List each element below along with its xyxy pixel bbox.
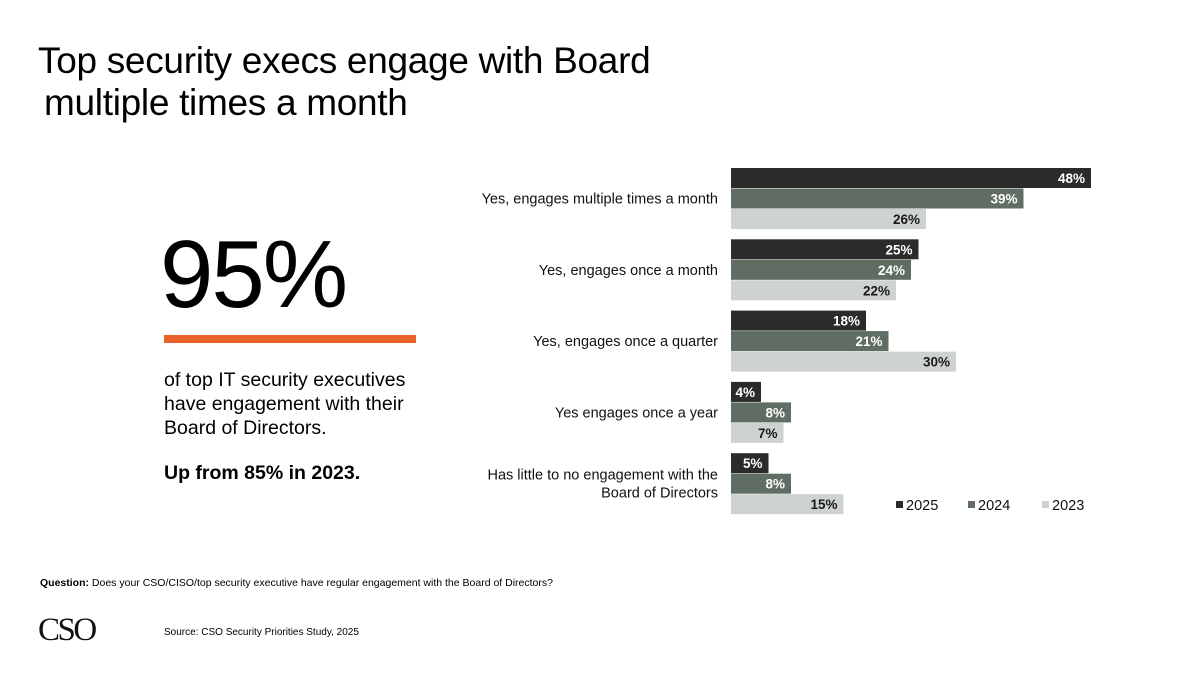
data-label: 21%: [855, 334, 882, 349]
bar-2025-5: [731, 453, 769, 474]
bar-2025-1: [731, 168, 1091, 188]
cso-logo: CSO: [38, 612, 97, 648]
bar-2023-3: [731, 351, 956, 372]
data-label: 5%: [743, 456, 763, 471]
data-label: 4%: [735, 385, 755, 400]
bar-2024-3: [731, 331, 889, 352]
data-label: 22%: [863, 283, 890, 298]
data-label: 8%: [765, 405, 785, 420]
data-label: 8%: [765, 477, 785, 492]
survey-question: Question: Does your CSO/CISO/top securit…: [40, 577, 553, 589]
bar-2023-1: [731, 209, 926, 229]
bar-2024-5: [731, 473, 791, 494]
data-label: 18%: [833, 314, 860, 329]
title-line-1: Top security execs engage with Board: [38, 40, 651, 81]
legend-swatch-2025: [896, 501, 903, 508]
category-label: Yes, engages multiple times a month: [482, 192, 718, 208]
legend-label-2023: 2023: [1052, 498, 1084, 514]
data-label: 39%: [990, 192, 1017, 207]
title-line-2: multiple times a month: [44, 82, 408, 123]
bar-2024-1: [731, 188, 1024, 209]
category-label: Yes, engages once a quarter: [533, 334, 718, 350]
data-label: 48%: [1058, 171, 1085, 186]
stat-description: of top IT security executives have engag…: [164, 369, 406, 439]
question-text: Does your CSO/CISO/top security executiv…: [91, 577, 553, 589]
category-label: Has little to no engagement with the: [487, 468, 718, 484]
bar-2023-4: [731, 422, 784, 443]
bar-2025-4: [731, 381, 761, 402]
headline-stat: 95%: [160, 221, 348, 328]
data-label: 25%: [885, 242, 912, 257]
bar-2024-4: [731, 402, 791, 423]
legend-label-2024: 2024: [978, 498, 1010, 514]
data-label: 30%: [923, 355, 950, 370]
category-label: Board of Directors: [601, 486, 718, 502]
bar-2025-3: [731, 310, 866, 331]
category-label: Yes engages once a year: [555, 405, 718, 421]
question-label: Question:: [40, 577, 89, 589]
bar-2023-2: [731, 280, 896, 301]
data-label: 7%: [758, 426, 778, 441]
category-label: Yes, engages once a month: [539, 263, 718, 279]
bar-2025-2: [731, 239, 919, 260]
legend-label-2025: 2025: [906, 498, 938, 514]
data-label: 15%: [810, 497, 837, 512]
legend-swatch-2024: [968, 501, 975, 508]
legend-swatch-2023: [1042, 501, 1049, 508]
stat-note: Up from 85% in 2023.: [164, 462, 361, 484]
accent-rule: [164, 335, 416, 343]
bar-2023-5: [731, 494, 844, 515]
page-title: Top security execs engage with Board mul…: [38, 40, 651, 124]
data-label: 26%: [893, 212, 920, 227]
source-note: Source: CSO Security Priorities Study, 2…: [164, 627, 359, 638]
bar-2024-2: [731, 259, 911, 280]
data-label: 24%: [878, 263, 905, 278]
